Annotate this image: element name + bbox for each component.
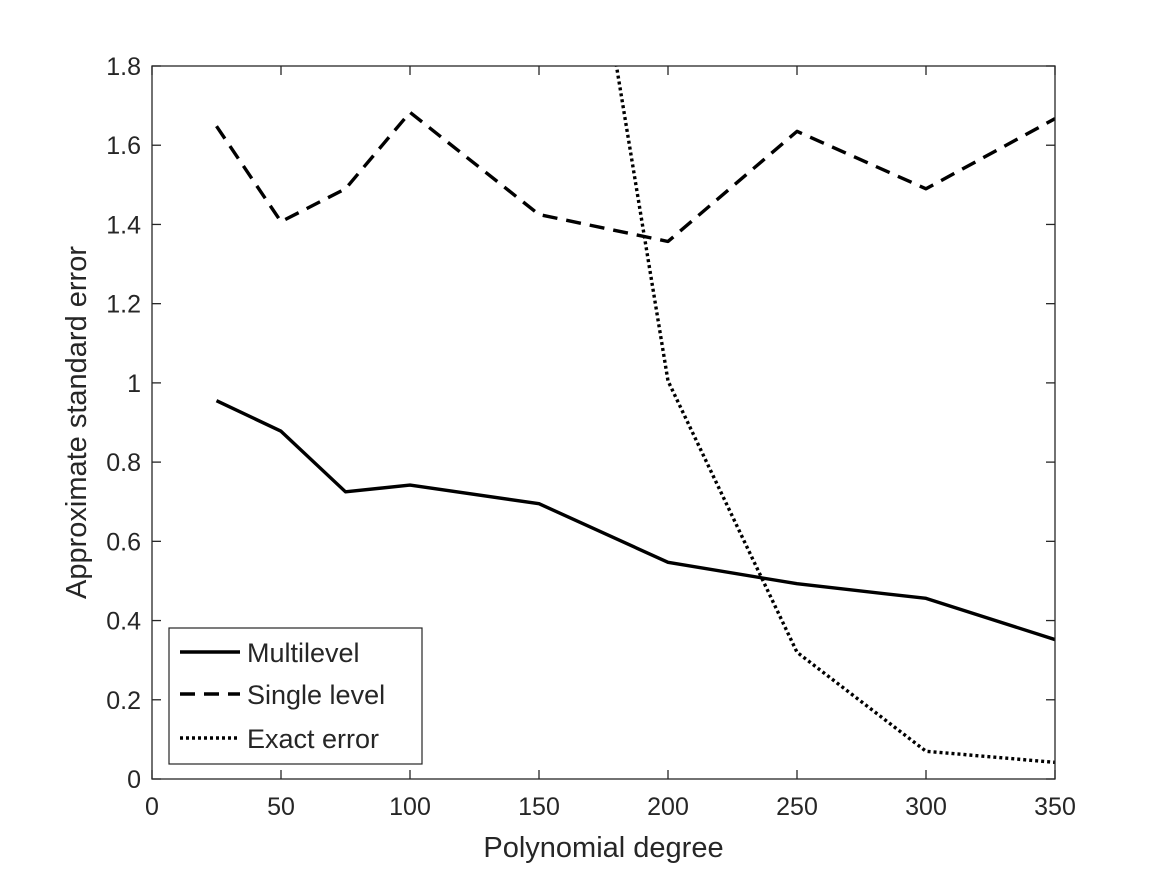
x-tick-label: 150 — [518, 793, 560, 821]
y-axis-label: Approximate standard error — [61, 246, 93, 599]
y-tick-label: 0 — [127, 766, 141, 794]
x-tick-label: 0 — [145, 793, 159, 821]
y-tick-label: 0.2 — [106, 687, 141, 715]
y-tick-label: 1.4 — [106, 211, 141, 239]
x-tick-label: 300 — [905, 793, 947, 821]
legend-label-single-level: Single level — [247, 680, 385, 710]
x-tick-label: 50 — [267, 793, 295, 821]
y-tick-label: 0.8 — [106, 449, 141, 477]
series-line-multilevel — [215, 399, 1055, 642]
x-axis-label: Polynomial degree — [483, 832, 723, 864]
legend-label-multilevel: Multilevel — [247, 638, 360, 668]
y-tick-label: 1 — [127, 370, 141, 398]
x-tick-label: 200 — [647, 793, 689, 821]
series-line-exact-error — [614, 66, 1055, 765]
y-tick-label: 0.4 — [106, 608, 141, 636]
legend: Multilevel Single level Exact error — [168, 627, 423, 765]
x-tick-label: 250 — [776, 793, 818, 821]
y-tick-label: 1.2 — [106, 291, 141, 319]
legend-label-exact-error: Exact error — [247, 724, 379, 754]
plot-frame — [151, 65, 1056, 780]
series-line-single-level — [215, 110, 1055, 244]
y-tick-label: 1.8 — [106, 53, 141, 81]
tick-labels: 0 50 100 150 200 250 300 350 0 0.2 0.4 0.6 0.8 1 1.2 1.… — [106, 53, 1076, 821]
x-tick-label: 100 — [389, 793, 431, 821]
y-tick-label: 1.6 — [106, 132, 141, 160]
x-tick-label: 350 — [1034, 793, 1076, 821]
series-lines — [215, 66, 1055, 765]
y-tick-label: 0.6 — [106, 528, 141, 556]
